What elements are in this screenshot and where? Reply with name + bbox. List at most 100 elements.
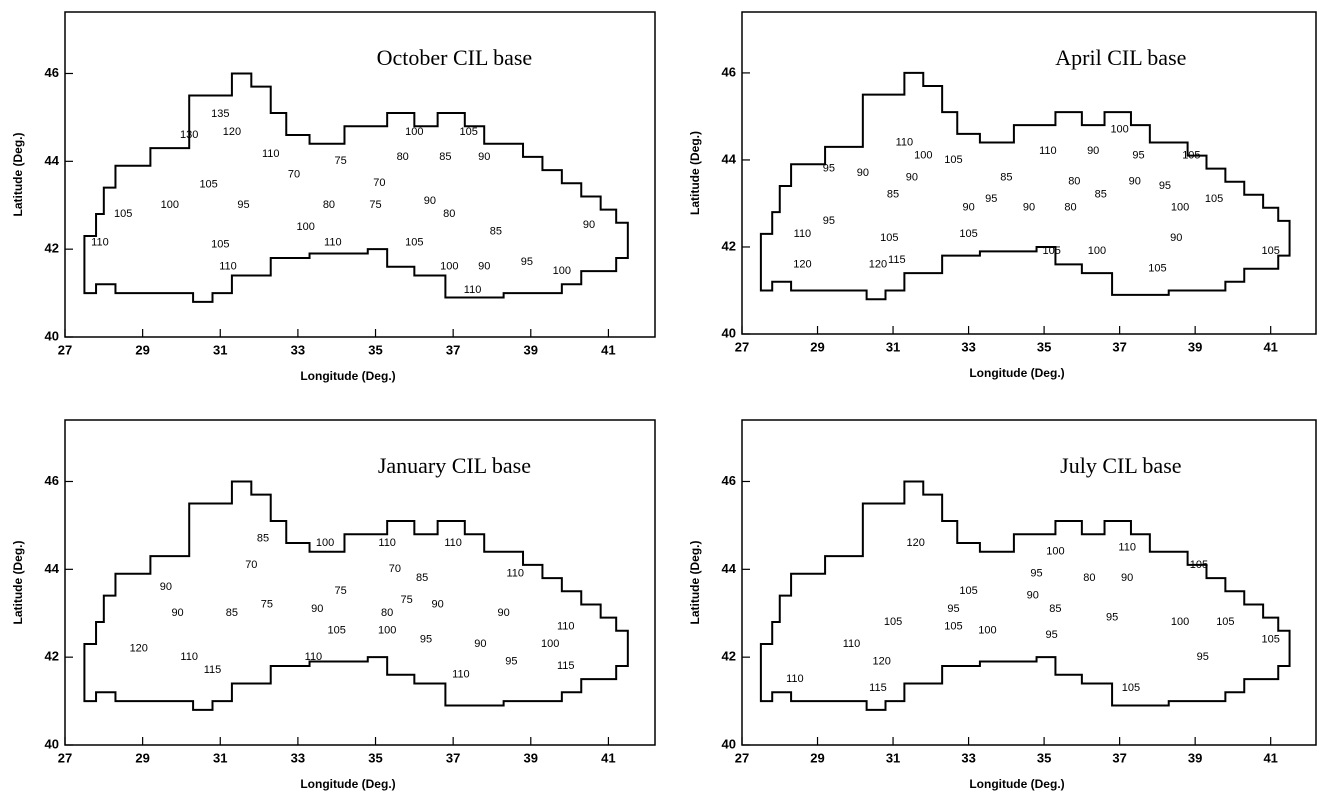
x-tick-label: 33 xyxy=(961,339,975,354)
contour-label: 90 xyxy=(1023,202,1035,214)
x-tick-label: 31 xyxy=(886,750,900,765)
contour-label: 85 xyxy=(257,532,269,544)
panel-title: January CIL base xyxy=(378,453,531,478)
y-tick-label: 44 xyxy=(722,561,737,576)
contour-label: 105 xyxy=(944,154,962,166)
x-tick-label: 41 xyxy=(601,750,615,765)
contour-label: 105 xyxy=(1148,263,1166,275)
contour-label: 115 xyxy=(869,682,887,694)
plot-frame xyxy=(64,11,656,338)
contour-label: 105 xyxy=(944,620,962,632)
x-tick-label: 31 xyxy=(886,339,900,354)
contour-label: 90 xyxy=(1087,145,1099,157)
contour-label: 85 xyxy=(1095,189,1107,201)
x-tick-label: 37 xyxy=(1112,339,1126,354)
contour-label: 95 xyxy=(505,655,517,667)
x-tick-label: 35 xyxy=(368,750,382,765)
contour-label: 90 xyxy=(432,598,444,610)
contour-label: 70 xyxy=(288,168,300,180)
contour-label: 105 xyxy=(880,232,898,244)
contour-label: 110 xyxy=(91,236,109,248)
contour-label: 95 xyxy=(823,163,835,175)
contour-label: 90 xyxy=(474,638,486,650)
contour-label: 115 xyxy=(204,664,222,676)
contour-label: 90 xyxy=(497,607,509,619)
x-axis-label: Longitude (Deg.) xyxy=(969,366,1064,380)
contour-label: 100 xyxy=(1110,123,1128,135)
contour-label: 110 xyxy=(464,284,482,296)
contour-label: 120 xyxy=(793,258,811,270)
x-tick-label: 27 xyxy=(735,339,749,354)
contour-label: 110 xyxy=(1118,541,1136,553)
x-tick-label: 39 xyxy=(1188,750,1202,765)
contour-label: 90 xyxy=(1170,232,1182,244)
contour-label: 110 xyxy=(219,261,237,273)
contour-label: 75 xyxy=(334,155,346,167)
contour-label: 105 xyxy=(959,585,977,597)
x-tick-label: 29 xyxy=(135,750,149,765)
y-axis-label: Latitude (Deg.) xyxy=(11,541,25,625)
contour-label: 105 xyxy=(1205,193,1223,205)
contour-label: 105 xyxy=(959,228,977,240)
x-tick-label: 39 xyxy=(524,750,538,765)
contour-label: 105 xyxy=(1262,634,1280,646)
contour-label: 95 xyxy=(237,199,249,211)
contour-label: 105 xyxy=(211,239,229,251)
contour-label: 110 xyxy=(378,537,396,549)
contour-label: 95 xyxy=(1197,651,1209,663)
x-tick-label: 33 xyxy=(291,342,305,357)
contour-label: 90 xyxy=(857,167,869,179)
contour-label: 105 xyxy=(884,616,902,628)
contour-label: 90 xyxy=(583,219,595,231)
contour-label: 100 xyxy=(978,625,996,637)
x-tick-label: 27 xyxy=(58,342,72,357)
contour-label: 105 xyxy=(1216,616,1234,628)
contour-label: 110 xyxy=(1039,145,1057,157)
y-tick-label: 46 xyxy=(45,65,59,80)
y-tick-label: 46 xyxy=(722,473,736,488)
contour-label: 95 xyxy=(1030,568,1042,580)
y-tick-label: 44 xyxy=(45,561,60,576)
plot-frame xyxy=(64,419,656,746)
contour-label: 105 xyxy=(1122,682,1140,694)
contour-label: 75 xyxy=(334,585,346,597)
contour-label: 110 xyxy=(452,669,470,681)
contour-label: 70 xyxy=(245,559,257,571)
y-tick-label: 44 xyxy=(45,153,60,168)
x-tick-label: 41 xyxy=(1263,339,1277,354)
contour-label: 80 xyxy=(443,208,455,220)
contour-label: 110 xyxy=(843,638,861,650)
x-tick-label: 39 xyxy=(524,342,538,357)
contour-label: 110 xyxy=(896,136,914,148)
contour-label: 100 xyxy=(1171,616,1189,628)
contour-label: 100 xyxy=(316,537,334,549)
contour-label: 90 xyxy=(171,607,183,619)
contour-label: 90 xyxy=(1129,176,1141,188)
x-tick-label: 35 xyxy=(1037,750,1051,765)
contour-label: 100 xyxy=(914,150,932,162)
contour-label: 110 xyxy=(262,148,280,160)
contour-label: 90 xyxy=(478,261,490,273)
x-tick-label: 29 xyxy=(810,750,824,765)
x-tick-label: 39 xyxy=(1188,339,1202,354)
contour-label: 105 xyxy=(405,236,423,248)
contour-label: 100 xyxy=(1088,245,1106,257)
x-tick-label: 27 xyxy=(58,750,72,765)
panel: 27 29 31 33 35 37 39 41 40 42 44 46 Longitude (Deg.)… xyxy=(688,11,1317,380)
coastline xyxy=(759,480,1291,711)
contour-label: 90 xyxy=(906,171,918,183)
coastline xyxy=(759,71,1291,301)
contour-label: 95 xyxy=(823,215,835,227)
panel: 27 29 31 33 35 37 39 41 40 42 44 46 Longitude (Deg.)… xyxy=(11,419,656,791)
contour-label: 80 xyxy=(381,607,393,619)
contour-label: 95 xyxy=(1046,629,1058,641)
contour-label: 95 xyxy=(985,193,997,205)
y-tick-label: 42 xyxy=(722,649,736,664)
contour-label: 105 xyxy=(1262,245,1280,257)
x-tick-label: 35 xyxy=(1037,339,1051,354)
contour-label: 100 xyxy=(1046,546,1064,558)
contour-label: 90 xyxy=(962,202,974,214)
contour-label: 105 xyxy=(1042,245,1060,257)
y-tick-label: 42 xyxy=(45,241,59,256)
contour-label: 105 xyxy=(1182,150,1200,162)
